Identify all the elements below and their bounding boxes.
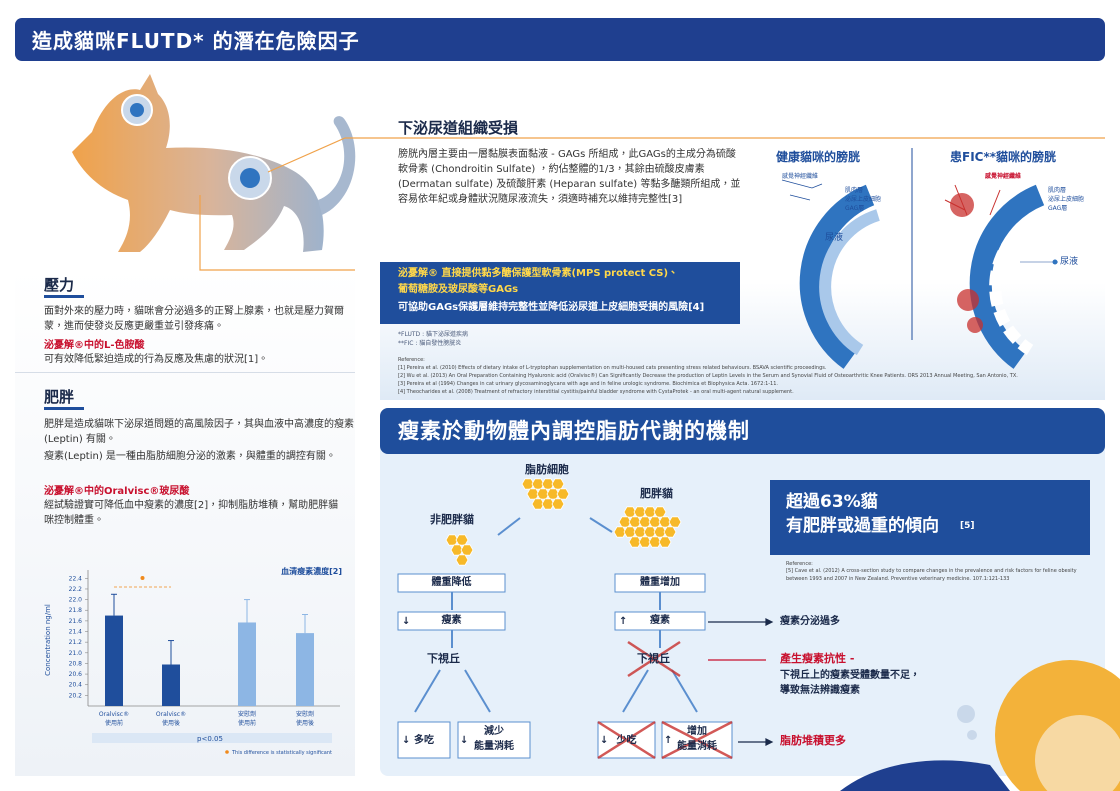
x-tick-label: Oralvisc® bbox=[156, 711, 186, 718]
highlight: 泌憂解® 直接提供黏多醣保護型軟骨素(MPS protect CS)、 bbox=[398, 268, 679, 279]
x-tick-label: 使用前 bbox=[238, 719, 256, 727]
y-tick-label: 21.6 bbox=[69, 618, 83, 625]
y-tick-label: 21.8 bbox=[69, 607, 83, 614]
product-title: 泌憂解®中的L-色胺酸 bbox=[44, 340, 145, 351]
arrow-icon: ↓ bbox=[402, 735, 411, 746]
footnote: **FIC : 貓自發性膀胱炎 bbox=[398, 340, 462, 347]
x-tick-label: 使用後 bbox=[296, 719, 314, 727]
significance-dot bbox=[140, 576, 145, 580]
flow-box: 增加 能量消耗 bbox=[677, 726, 717, 752]
x-tick-label: 安慰劑 bbox=[238, 710, 256, 718]
bar bbox=[238, 622, 256, 706]
x-tick-label: Oralvisc® bbox=[99, 711, 129, 718]
arrow-icon: ↑ bbox=[664, 735, 673, 746]
y-tick-label: 20.4 bbox=[69, 682, 83, 689]
reference: [5] Cave et al. (2012) A cross-section s… bbox=[786, 568, 1077, 582]
bar bbox=[105, 615, 123, 706]
reference: [4] Theocharides et al. (2008) Treatment… bbox=[398, 389, 794, 395]
outcome: 脂肪堆積更多 bbox=[780, 734, 846, 747]
arrow-icon: ↓ bbox=[600, 735, 609, 746]
highlight: 葡萄糖胺及玻尿酸等GAGs bbox=[398, 284, 519, 295]
p-value: p<0.05 bbox=[197, 735, 223, 743]
flow-box: 瘦素 bbox=[650, 615, 670, 626]
diagram-label: 感覺神經纖維 bbox=[782, 173, 819, 180]
flow-label: 脂肪細胞 bbox=[525, 463, 569, 476]
y-tick-label: 20.8 bbox=[69, 660, 83, 667]
y-tick-label: 21.4 bbox=[69, 629, 83, 636]
x-tick-label: 使用前 bbox=[105, 719, 123, 727]
x-tick-label: 使用後 bbox=[162, 719, 180, 727]
x-tick-label: 安慰劑 bbox=[296, 710, 314, 718]
diagram-label: 尿液 bbox=[1060, 257, 1079, 267]
flow-box: 多吃 bbox=[414, 735, 434, 746]
y-tick-label: 22.0 bbox=[69, 597, 83, 604]
reference: [2] Wu et al. (2013) An Oral Preparation… bbox=[398, 373, 1018, 379]
diagram-label: 泌尿上皮細胞 bbox=[845, 196, 882, 203]
stat-line: 超過63%貓 bbox=[786, 492, 878, 512]
diagram-label: 肌肉層 bbox=[1048, 187, 1067, 194]
flow-box: 瘦素 bbox=[441, 615, 462, 626]
paragraph: 膀胱內層主要由一層黏膜表面黏液 - GAGs 所組成，此GAGs的主成分為硫酸軟… bbox=[398, 149, 741, 205]
section-title: 瘦素於動物體內調控脂肪代謝的機制 bbox=[398, 419, 750, 443]
arrow-icon: ↑ bbox=[619, 616, 628, 627]
flow-label: 下視丘 bbox=[427, 652, 460, 665]
diagram-title: 健康貓咪的膀胱 bbox=[776, 150, 861, 164]
chart-title: 血清瘦素濃度[2] bbox=[281, 566, 342, 576]
stat-reference: [5] bbox=[960, 521, 975, 531]
bar bbox=[162, 664, 180, 706]
outcome: 瘦素分泌過多 bbox=[780, 616, 840, 627]
reference-title: Reference: bbox=[398, 357, 425, 363]
reference-title: Reference: bbox=[786, 561, 813, 567]
stat-line: 有肥胖或過重的傾向 bbox=[786, 516, 939, 536]
paragraph: 肥胖是造成貓咪下泌尿道問題的高風險因子，其與血液中高濃度的瘦素(Leptin) … bbox=[44, 419, 354, 445]
flow-label: 非肥胖貓 bbox=[430, 513, 474, 526]
y-axis-label: Concentration ng/ml bbox=[44, 604, 52, 676]
footnote: *FLUTD : 貓下泌尿道疾病 bbox=[398, 331, 469, 338]
outcome: 下視丘上的瘦素受體數量不足， 導致無法辨識瘦素 bbox=[780, 670, 920, 696]
diagram-label: 尿液 bbox=[825, 233, 844, 243]
paragraph: 瘦素(Leptin) 是一種由脂肪細胞分泌的激素，與體重的調控有關。 bbox=[44, 451, 336, 462]
section-title: 下泌尿道組織受損 bbox=[398, 119, 519, 137]
flow-box: 少吃 bbox=[616, 735, 637, 746]
diagram-label: 肌肉層 bbox=[845, 187, 864, 194]
y-tick-label: 21.0 bbox=[69, 650, 83, 657]
paragraph: 面對外來的壓力時，貓咪會分泌過多的正腎上腺素，也就是壓力賀爾蒙，進而使發炎反應更… bbox=[44, 306, 344, 332]
paragraph: 經試驗證實可降低血中瘦素的濃度[2]，抑制脂肪堆積，幫助肥胖貓咪控制體重。 bbox=[44, 500, 339, 526]
diagram-label: GAG層 bbox=[845, 205, 865, 212]
diagram-label: 泌尿上皮細胞 bbox=[1048, 196, 1085, 203]
diagram-label: GAG層 bbox=[1048, 205, 1068, 212]
flow-label: 下視丘 bbox=[637, 652, 670, 665]
paragraph: 可有效降低緊迫造成的行為反應及焦慮的狀況[1]。 bbox=[44, 354, 269, 365]
outcome: 產生瘦素抗性 - bbox=[780, 652, 855, 665]
note-dot bbox=[225, 750, 229, 754]
p-value-band bbox=[92, 733, 332, 743]
y-tick-label: 22.4 bbox=[69, 575, 83, 582]
y-tick-label: 21.2 bbox=[69, 639, 83, 646]
section-title: 肥胖 bbox=[44, 388, 75, 406]
chart-note: This difference is statistically signifi… bbox=[231, 750, 332, 756]
section-title: 壓力 bbox=[44, 276, 75, 294]
reference: [1] Pereira et al. (2010) Effects of die… bbox=[398, 365, 827, 371]
reference: [3] Pereira et al (1994) Changes in cat … bbox=[398, 381, 779, 387]
y-tick-label: 20.2 bbox=[69, 692, 83, 699]
y-tick-label: 20.6 bbox=[69, 671, 83, 678]
arrow-icon: ↓ bbox=[402, 616, 411, 627]
flow-box: 體重降低 bbox=[431, 577, 472, 588]
flow-label: 肥胖貓 bbox=[640, 487, 673, 500]
page-title: 造成貓咪FLUTD* 的潛在危險因子 bbox=[32, 29, 360, 53]
flow-box: 減少 能量消耗 bbox=[474, 726, 514, 752]
product-title: 泌憂解®中的Oralvisc®玻尿酸 bbox=[44, 486, 190, 497]
arrow-icon: ↓ bbox=[460, 735, 469, 746]
diagram-label: 感覺神經纖維 bbox=[985, 173, 1022, 180]
diagram-title: 患FIC**貓咪的膀胱 bbox=[950, 150, 1057, 164]
flow-box: 體重增加 bbox=[640, 577, 680, 588]
bar bbox=[296, 633, 314, 706]
highlight: 可協助GAGs保護層維持完整性並降低泌尿道上皮細胞受損的風險[4] bbox=[398, 302, 705, 313]
y-tick-label: 22.2 bbox=[69, 586, 83, 593]
